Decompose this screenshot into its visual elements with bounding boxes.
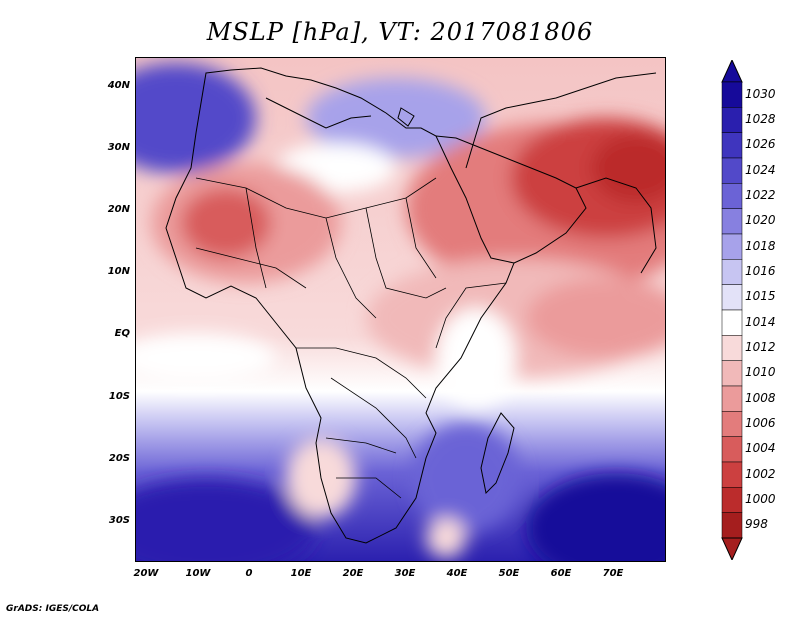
- colorbar-swatch-1010: [721, 360, 743, 387]
- country-borders: [195, 177, 507, 499]
- colorbar-swatch-1016: [721, 259, 743, 285]
- colorbar-label-1016: 1016: [745, 264, 776, 278]
- colorbar-label-1018: 1018: [745, 238, 776, 253]
- colorbar-swatch-1028: [721, 107, 743, 133]
- lon-label-40e: 40E: [446, 568, 468, 579]
- colorbar-swatch-1000: [721, 487, 743, 513]
- colorbar-label-1026: 1026: [745, 137, 776, 152]
- grads-credit: GrADS: IGES/COLA: [6, 604, 100, 614]
- colorbar-label-1008: 1008: [745, 390, 776, 405]
- colorbar-swatch-1020: [721, 208, 743, 235]
- colorbar-swatch-998: [721, 512, 743, 539]
- colorbar-swatch-1012: [721, 335, 743, 361]
- colorbar-swatch-1004: [721, 436, 743, 463]
- colorbar-swatch-1015: [721, 284, 743, 311]
- lat-label-10n: 10N: [107, 266, 130, 277]
- lat-label-eq: EQ: [114, 328, 130, 339]
- coastlines: [165, 67, 657, 544]
- colorbar-label-1014: 1014: [745, 314, 776, 329]
- colorbar-label-998: 998: [745, 517, 768, 532]
- lon-label-20e: 20E: [342, 568, 364, 579]
- lat-label-40n: 40N: [107, 80, 130, 91]
- colorbar-label-1004: 1004: [745, 441, 776, 456]
- lon-label-10w: 10W: [185, 568, 211, 579]
- colorbar-swatch-1026: [721, 132, 743, 159]
- lon-label-30e: 30E: [394, 568, 416, 579]
- colorbar-label-1010: 1010: [745, 365, 776, 380]
- colorbar-label-1028: 1028: [745, 112, 776, 126]
- colorbar-label-1030: 1030: [745, 86, 776, 101]
- lat-label-30s: 30S: [108, 515, 130, 526]
- colorbar: [721, 60, 743, 560]
- mslp-field: [136, 58, 665, 561]
- lon-label-20w: 20W: [133, 568, 159, 579]
- lon-label-70e: 70E: [602, 568, 624, 579]
- colorbar-label-1022: 1022: [745, 188, 776, 202]
- lat-label-20s: 20S: [108, 453, 130, 464]
- lat-label-30n: 30N: [107, 142, 130, 153]
- colorbar-swatch-1030: [721, 81, 743, 108]
- pressure-blobs: [136, 63, 665, 561]
- colorbar-label-1020: 1020: [745, 213, 776, 228]
- colorbar-top-arrow: [721, 60, 743, 83]
- lon-label-10e: 10E: [290, 568, 312, 579]
- colorbar-label-1000: 1000: [745, 492, 776, 506]
- colorbar-swatch-1022: [721, 183, 743, 209]
- colorbar-label-1015: 1015: [745, 289, 776, 304]
- colorbar-swatch-1018: [721, 233, 743, 260]
- colorbar-bottom-arrow: [721, 537, 743, 560]
- colorbar-swatch-1024: [721, 157, 743, 184]
- lat-label-20n: 20N: [107, 204, 130, 215]
- lon-label-50e: 50E: [498, 568, 520, 579]
- colorbar-swatch-1006: [721, 411, 743, 437]
- colorbar-swatch-1002: [721, 461, 743, 488]
- lat-label-10s: 10S: [108, 391, 130, 402]
- colorbar-label-1002: 1002: [745, 466, 776, 481]
- colorbar-swatch-1014: [721, 309, 743, 336]
- map-title: MSLP [hPa], VT: 2017081806: [206, 18, 594, 46]
- colorbar-swatch-1008: [721, 385, 743, 412]
- mslp-map: [135, 57, 666, 562]
- colorbar-label-1006: 1006: [745, 416, 776, 430]
- lon-label-0: 0: [245, 568, 253, 579]
- colorbar-label-1012: 1012: [745, 340, 776, 354]
- colorbar-label-1024: 1024: [745, 162, 776, 177]
- lon-label-60e: 60E: [550, 568, 572, 579]
